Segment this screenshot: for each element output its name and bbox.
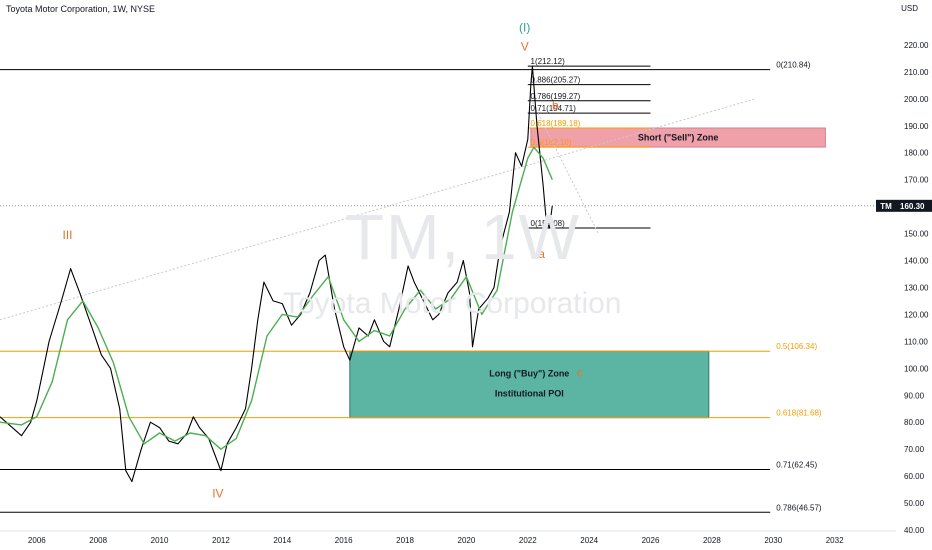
zone-1[interactable] [349,350,710,419]
y-tick-label: 100.00 [904,364,929,373]
y-tick-label: 170.00 [904,176,929,185]
x-tick-label: 2026 [642,536,660,545]
fib-label: 0.71(194.71) [531,104,577,113]
x-tick-label: 2032 [826,536,844,545]
y-tick-label: 110.00 [904,337,928,346]
y-tick-label: 200.00 [904,95,929,104]
watermark-symbol: TM, 1W [345,201,581,273]
fib-label: 0(210.84) [776,61,811,70]
y-tick-label: 130.00 [904,283,929,292]
sell-zone-label: Short ("Sell") Zone [638,133,719,143]
wave-label-IV: IV [212,487,223,501]
wave-label-b: b [552,99,559,113]
buy-zone-label: Long ("Buy") Zone [489,368,569,378]
y-tick-label: 150.00 [904,230,929,239]
buy-zone-sublabel: Institutional POI [495,389,564,399]
watermark-company: Toyota Motor Corporation [283,287,622,320]
wave-label-III: III [62,228,72,242]
y-tick-label: 220.00 [904,41,929,50]
x-tick-label: 2020 [458,536,476,545]
fib-label: 0.5(182.10) [531,138,572,147]
y-tick-label: 140.00 [904,257,929,266]
x-tick-label: 2014 [273,536,291,545]
x-tick-label: 2010 [151,536,169,545]
x-tick-label: 2018 [396,536,414,545]
trend-line-b[interactable] [530,98,599,234]
y-tick-label: 190.00 [904,122,929,131]
x-tick-label: 2016 [335,536,353,545]
price-tag-value: 160.30 [900,202,925,211]
y-tick-label: 90.00 [904,391,925,400]
y-tick-label: 60.00 [904,472,925,481]
y-tick-label: 40.00 [904,526,925,535]
ma-series[interactable] [0,146,553,450]
x-tick-label: 2022 [519,536,537,545]
price-axis[interactable] [896,0,932,550]
y-tick-label: 50.00 [904,499,925,508]
x-tick-label: 2012 [212,536,230,545]
zone-0[interactable] [530,127,826,148]
wave-label-a: a [538,247,545,261]
y-tick-label: 180.00 [904,149,929,158]
fib-label: 0.5(106.34) [776,342,817,351]
fib-label: 1(212.12) [531,57,566,66]
y-tick-label: 70.00 [904,445,925,454]
trend-line[interactable] [0,98,755,321]
x-tick-label: 2028 [703,536,721,545]
fib-label: 0.618(189.18) [531,119,581,128]
currency-label: USD [901,4,918,13]
price-series[interactable] [0,65,553,483]
fib-label: 0.618(81.68) [776,409,822,418]
price-tag-value-bg [896,199,932,212]
price-tag-symbol-bg [876,199,896,212]
wave-label-V: V [521,39,529,53]
x-tick-label: 2006 [28,536,46,545]
fib-label: 0.71(62.45) [776,461,817,470]
wave-label-c: c [577,365,583,379]
chart-title: Toyota Motor Corporation, 1W, NYSE [6,4,156,14]
x-tick-label: 2008 [89,536,107,545]
fib-label: 0.786(46.57) [776,503,822,512]
y-tick-label: 210.00 [904,68,929,77]
x-tick-label: 2024 [580,536,598,545]
x-tick-label: 2030 [764,536,782,545]
y-tick-label: 120.00 [904,310,929,319]
fib-label: 0.886(205.27) [531,76,581,85]
fib-label: 0.786(199.27) [531,92,581,101]
price-tag-symbol: TM [880,202,892,211]
y-tick-label: 80.00 [904,418,925,427]
wave-label-(I): (I) [519,20,530,34]
